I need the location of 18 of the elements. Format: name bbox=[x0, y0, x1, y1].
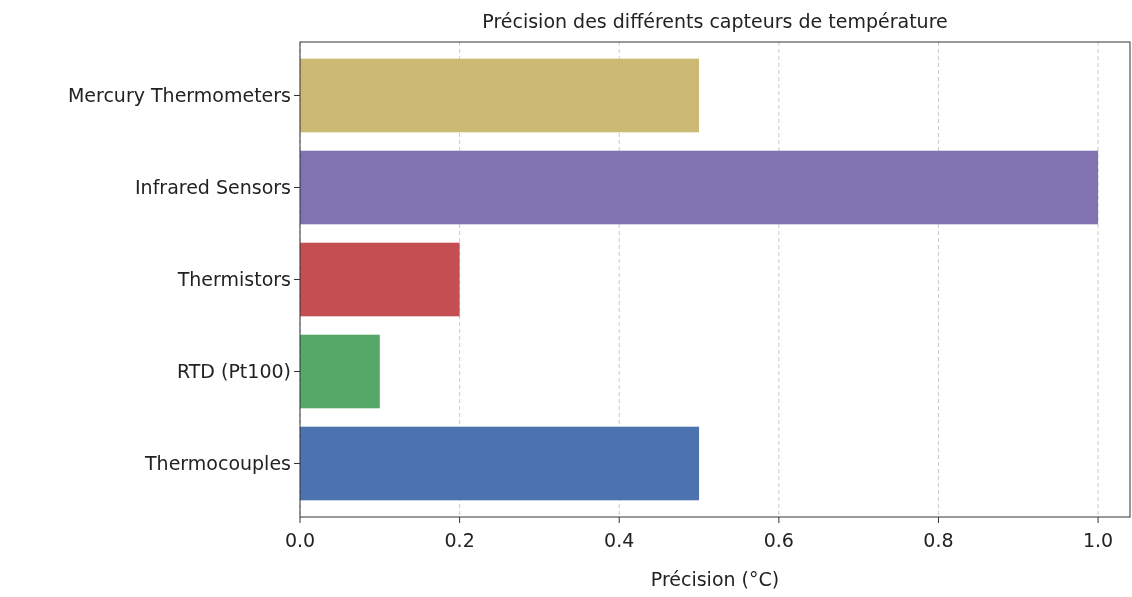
x-tick-label: 0.0 bbox=[284, 529, 316, 551]
bar bbox=[300, 242, 460, 317]
x-tick-label: 0.6 bbox=[763, 529, 794, 551]
y-tick-label: Thermistors bbox=[176, 268, 291, 291]
y-tick-label: Thermocouples bbox=[144, 452, 291, 475]
x-tick-label: 0.8 bbox=[923, 529, 954, 551]
chart-title: Précision des différents capteurs de température bbox=[482, 10, 948, 32]
x-axis-title: Précision (°C) bbox=[650, 568, 780, 590]
bar bbox=[300, 58, 700, 133]
bar bbox=[300, 334, 380, 409]
x-tick-label: 1.0 bbox=[1082, 529, 1114, 551]
y-tick-label: Mercury Thermometers bbox=[67, 84, 291, 107]
y-tick-label: RTD (Pt100) bbox=[176, 360, 291, 383]
x-tick-label: 0.2 bbox=[444, 529, 475, 551]
bar bbox=[300, 426, 700, 501]
y-tick-label: Infrared Sensors bbox=[135, 176, 291, 199]
x-tick-label: 0.4 bbox=[604, 529, 635, 551]
bar bbox=[300, 150, 1099, 225]
